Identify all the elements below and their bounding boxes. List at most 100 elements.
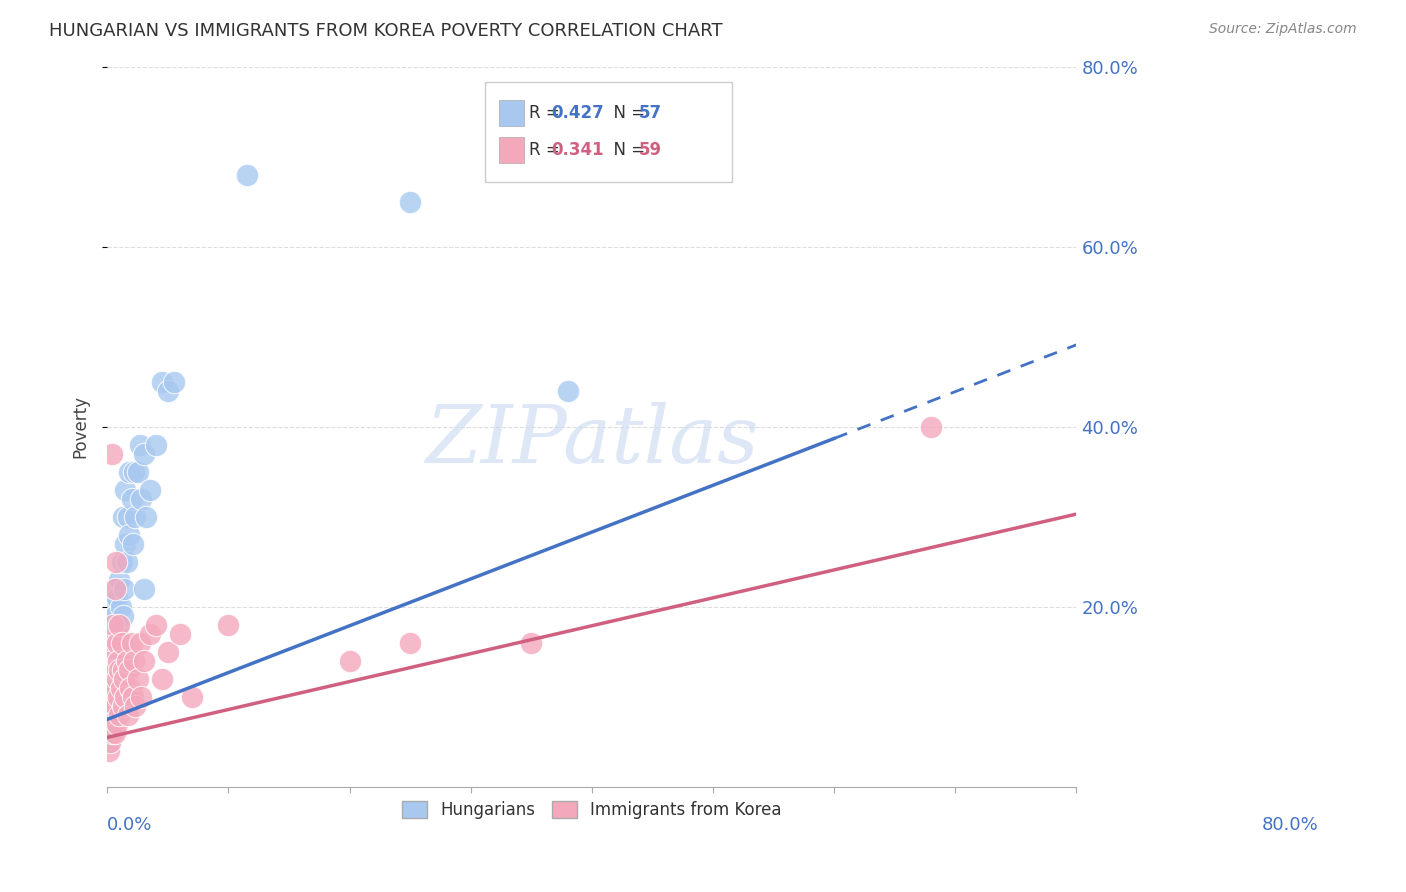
Point: [103, 726, 125, 740]
Text: ZIPatlas: ZIPatlas: [425, 402, 759, 480]
Point: [121, 491, 143, 506]
Point: [103, 681, 125, 695]
Text: N =: N =: [603, 141, 651, 159]
Point: [100, 690, 122, 704]
Point: [112, 608, 135, 623]
Point: [97, 744, 120, 758]
Point: [520, 636, 543, 650]
Point: [112, 582, 135, 596]
Point: [105, 690, 128, 704]
Point: [101, 663, 124, 677]
Point: [98, 735, 121, 749]
Point: [169, 627, 191, 641]
Point: [105, 591, 128, 605]
Point: [557, 384, 579, 398]
Point: [101, 707, 124, 722]
Point: [117, 509, 139, 524]
Point: [97, 717, 120, 731]
Point: [127, 465, 149, 479]
Point: [100, 636, 122, 650]
Point: [105, 645, 128, 659]
Text: R =: R =: [529, 103, 565, 121]
Point: [103, 636, 125, 650]
Text: 0.427: 0.427: [551, 103, 605, 121]
Point: [107, 663, 129, 677]
Point: [101, 726, 124, 740]
Point: [103, 599, 125, 614]
Point: [103, 707, 125, 722]
Text: R =: R =: [529, 141, 565, 159]
Point: [107, 690, 129, 704]
Point: [118, 465, 141, 479]
Point: [145, 618, 167, 632]
Point: [108, 636, 131, 650]
Point: [104, 672, 127, 686]
Point: [101, 618, 124, 632]
Point: [145, 438, 167, 452]
Point: [117, 707, 139, 722]
Point: [122, 465, 145, 479]
Point: [110, 681, 132, 695]
Point: [104, 555, 127, 569]
Point: [103, 681, 125, 695]
Point: [129, 438, 152, 452]
Point: [135, 509, 157, 524]
Point: [112, 672, 135, 686]
Point: [121, 537, 143, 551]
Point: [103, 618, 125, 632]
Point: [217, 618, 239, 632]
Point: [104, 698, 127, 713]
Point: [150, 375, 173, 389]
Point: [115, 555, 138, 569]
Point: [100, 681, 122, 695]
Point: [105, 717, 128, 731]
Point: [122, 654, 145, 668]
Text: Source: ZipAtlas.com: Source: ZipAtlas.com: [1209, 22, 1357, 37]
Point: [107, 654, 129, 668]
Point: [97, 726, 120, 740]
Point: [120, 681, 142, 695]
Point: [103, 726, 125, 740]
Point: [97, 690, 120, 704]
Point: [112, 698, 135, 713]
Point: [114, 537, 136, 551]
Legend: Hungarians, Immigrants from Korea: Hungarians, Immigrants from Korea: [395, 794, 789, 825]
Point: [129, 491, 152, 506]
Text: 59: 59: [638, 141, 661, 159]
Point: [103, 663, 125, 677]
Point: [124, 509, 146, 524]
Point: [104, 663, 127, 677]
Point: [399, 194, 422, 209]
Point: [181, 690, 204, 704]
Point: [138, 627, 160, 641]
Point: [100, 717, 122, 731]
Point: [124, 698, 146, 713]
Point: [112, 663, 135, 677]
Point: [132, 447, 155, 461]
Point: [339, 654, 361, 668]
Point: [101, 654, 124, 668]
Point: [156, 384, 179, 398]
FancyBboxPatch shape: [485, 82, 733, 182]
Point: [107, 618, 129, 632]
Text: 0.341: 0.341: [551, 141, 603, 159]
Point: [156, 645, 179, 659]
Text: 80.0%: 80.0%: [1263, 816, 1319, 834]
Point: [98, 698, 121, 713]
Text: 57: 57: [638, 103, 661, 121]
Point: [121, 636, 143, 650]
Point: [118, 528, 141, 542]
Point: [138, 483, 160, 497]
Point: [115, 654, 138, 668]
Point: [98, 672, 121, 686]
Y-axis label: Poverty: Poverty: [72, 395, 89, 458]
Point: [121, 690, 143, 704]
Point: [100, 654, 122, 668]
FancyBboxPatch shape: [499, 137, 524, 163]
Point: [101, 690, 124, 704]
Point: [108, 663, 131, 677]
Point: [105, 672, 128, 686]
Point: [103, 582, 125, 596]
Point: [103, 698, 125, 713]
Point: [163, 375, 186, 389]
